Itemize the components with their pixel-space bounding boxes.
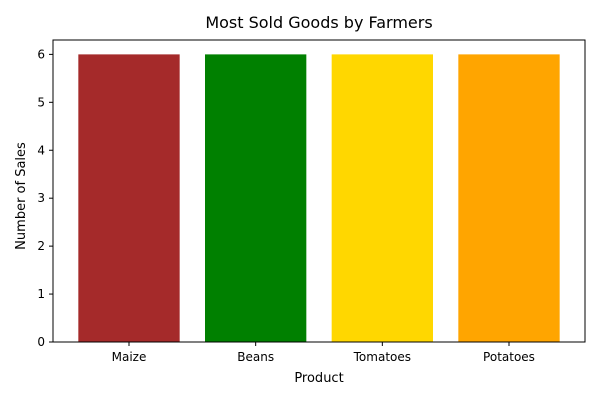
- axes-frame: [52, 39, 586, 343]
- x-tick-label-beans: Beans: [237, 350, 274, 364]
- bar-beans: [205, 54, 307, 342]
- y-tick-label: 2: [37, 239, 45, 253]
- x-tick-label-potatoes: Potatoes: [483, 350, 535, 364]
- chart-title: Most Sold Goods by Farmers: [205, 13, 432, 32]
- bar-maize: [78, 54, 180, 342]
- y-tick-label: 3: [37, 191, 45, 205]
- x-tick-label-maize: Maize: [112, 350, 147, 364]
- y-axis-label: Number of Sales: [14, 142, 29, 250]
- x-axis-label: Product: [294, 371, 343, 386]
- y-tick-label: 0: [37, 335, 45, 349]
- y-tick-label: 5: [37, 95, 45, 109]
- plot-area: 0 1 2 3 4 5 6 Maize Beans Tomatoes Potatoes: [37, 39, 586, 364]
- y-tick-label: 6: [37, 47, 45, 61]
- x-tick-label-tomatoes: Tomatoes: [353, 350, 411, 364]
- bar-potatoes: [458, 54, 560, 342]
- bar-tomatoes: [331, 54, 433, 342]
- y-tick-label: 1: [37, 287, 45, 301]
- y-tick-label: 4: [37, 143, 45, 157]
